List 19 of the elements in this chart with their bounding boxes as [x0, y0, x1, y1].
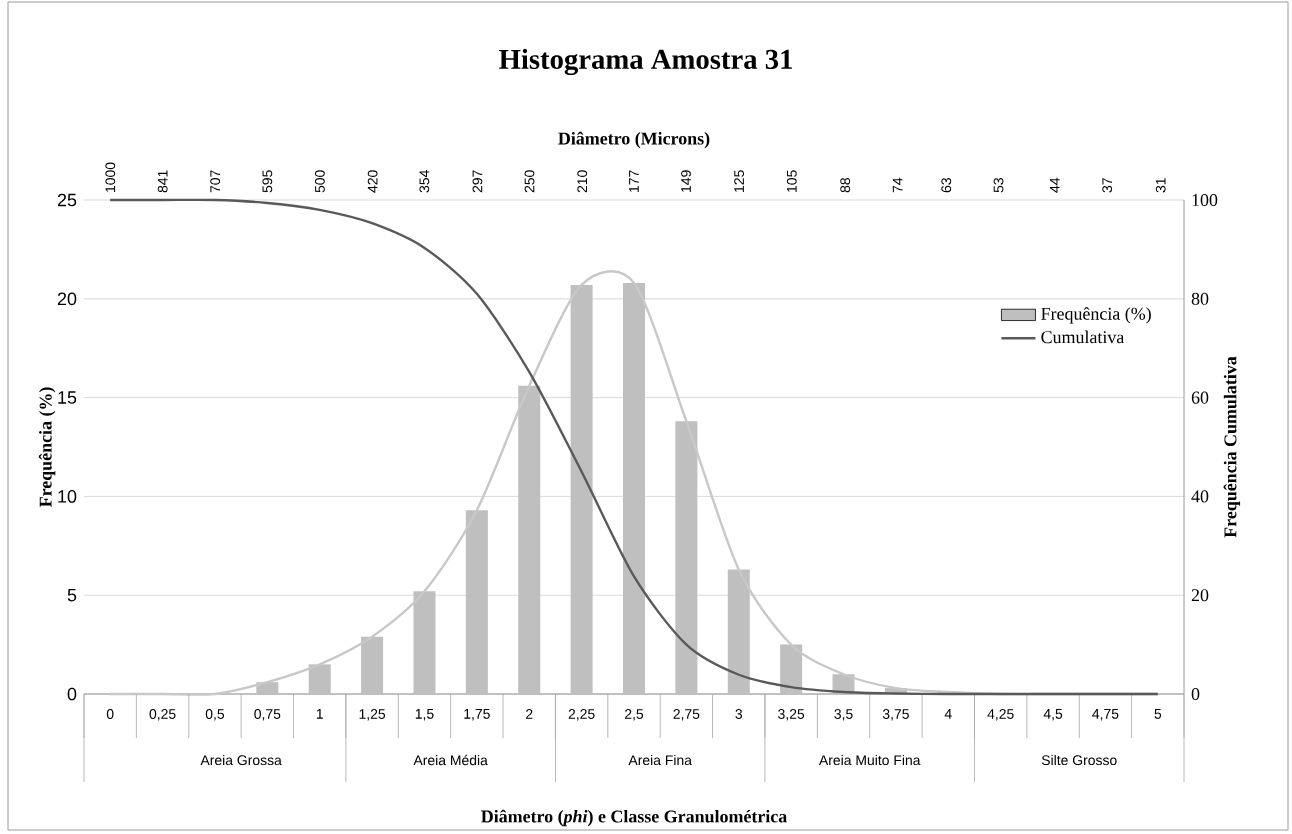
y-tick-label: 25 — [57, 193, 77, 207]
legend-label: Cumulativa — [1041, 330, 1125, 344]
y-tick-label: 10 — [58, 490, 77, 503]
y2-tick-label: 0 — [1191, 687, 1200, 701]
y-tick-label: 5 — [67, 588, 77, 602]
x-axis-title: Diâmetro (phi) e Classe Granulométrica — [481, 809, 787, 827]
y2-tick-label: 60 — [1191, 391, 1209, 404]
chart-title: Histograma Amostra 31 — [499, 48, 792, 76]
y2-tick-label: 100 — [1192, 193, 1218, 207]
legend-label: Frequência (%) — [1041, 307, 1151, 324]
x2-axis-title: Diâmetro (Microns) — [558, 131, 710, 149]
y-tick-label: 15 — [58, 391, 77, 404]
y2-axis-title: Frequência Cumulativa — [1223, 356, 1241, 538]
y2-tick-label: 20 — [1191, 589, 1209, 602]
y-axis-title: Frequência (%) — [38, 387, 56, 508]
y-tick-label: 0 — [67, 687, 77, 701]
y2-tick-label: 40 — [1191, 490, 1209, 503]
y2-tick-label: 80 — [1191, 292, 1209, 305]
y-tick-label: 20 — [57, 292, 77, 306]
